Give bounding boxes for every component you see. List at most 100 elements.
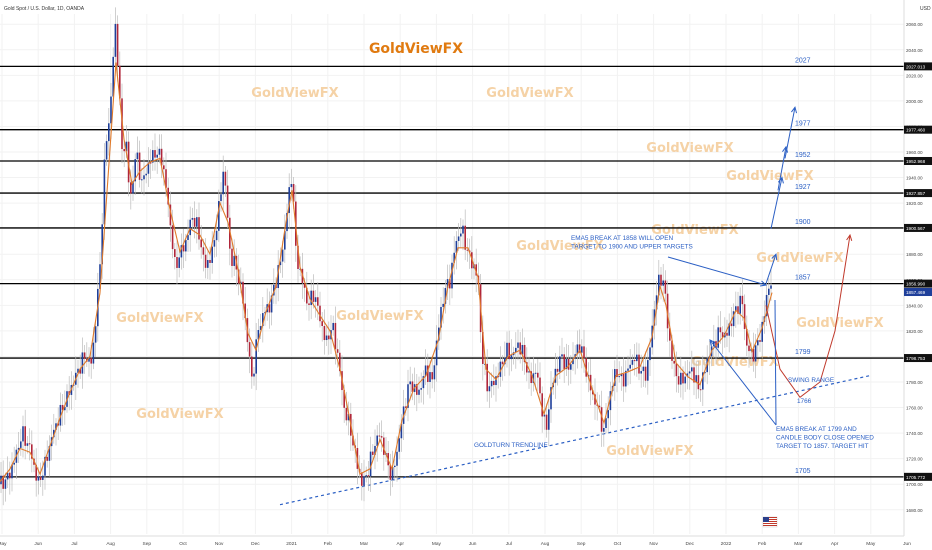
candle-body <box>332 322 334 331</box>
level-tag-text: 2027.013 <box>906 64 926 69</box>
annotation-text: EMA5 BREAK AT 1858 WILL OPEN <box>571 235 674 242</box>
candle-body <box>248 342 251 357</box>
candle-body <box>600 407 603 432</box>
candle-body <box>165 169 167 188</box>
time-tick-label: Jun <box>469 541 477 547</box>
candle-body <box>319 305 321 322</box>
candle-body <box>39 476 42 480</box>
candle-body <box>457 236 460 241</box>
candle-body <box>462 225 464 234</box>
time-tick-label: Sep <box>577 541 586 547</box>
price-tick-label: 2000.00 <box>906 99 923 104</box>
candle-body <box>605 418 607 429</box>
candle-body <box>369 451 372 477</box>
candle-body <box>739 295 741 314</box>
candle-body <box>746 329 748 346</box>
candle-body <box>123 149 125 152</box>
candle-body <box>730 323 733 327</box>
candle-body <box>422 376 425 389</box>
target-arrow <box>765 254 777 284</box>
candle-body <box>218 201 220 231</box>
us-flag-icon-stripe <box>763 525 777 526</box>
candle-body <box>257 330 260 340</box>
level-tag-text: 1952.968 <box>906 159 926 164</box>
candle-body <box>147 162 150 174</box>
candle-body <box>550 387 552 410</box>
candle-body <box>22 426 24 442</box>
currency-label: USD <box>920 6 931 12</box>
candle-body <box>559 356 561 372</box>
candle-body <box>488 386 491 392</box>
candle-body <box>28 443 31 445</box>
candle-body <box>90 357 92 364</box>
candle-body <box>752 348 755 362</box>
price-axis[interactable]: 2060.002040.002020.002000.001980.001960.… <box>903 0 932 550</box>
candle-body <box>596 404 598 406</box>
candle-body <box>314 297 317 302</box>
candle-body <box>317 297 319 306</box>
candle-body <box>754 345 757 362</box>
candle-body <box>770 285 772 289</box>
current-price-tag-bg <box>904 288 932 297</box>
candle-body <box>682 372 684 384</box>
candle-body <box>180 245 183 258</box>
candle-body <box>132 181 134 194</box>
time-tick-label: Oct <box>179 541 187 547</box>
candle-body <box>191 217 194 220</box>
candle-body <box>728 323 730 336</box>
candle-body <box>321 321 323 326</box>
candle-body <box>61 404 64 411</box>
candle-body <box>761 321 763 342</box>
candle-body <box>222 171 224 195</box>
candle-body <box>4 479 7 489</box>
price-tick-label: 1680.00 <box>906 508 923 513</box>
candle-body <box>380 436 383 438</box>
time-tick-label: Jun <box>903 541 911 547</box>
candle-body <box>44 456 46 476</box>
price-axis-bg <box>904 0 932 550</box>
candle-body <box>167 187 169 205</box>
candle-body <box>141 179 143 181</box>
candle-body <box>671 340 673 361</box>
time-tick-label: May <box>432 541 442 547</box>
candle-body <box>539 377 541 394</box>
candle-body <box>277 265 279 289</box>
candle-body <box>530 371 532 384</box>
candle-body <box>495 376 497 386</box>
candle-body <box>653 309 656 326</box>
candle-body <box>677 376 680 385</box>
candle-body <box>64 406 66 411</box>
candle-body <box>328 335 330 340</box>
candle-body <box>451 262 453 289</box>
watermark-text: GoldViewFX <box>606 444 693 459</box>
candle-body <box>31 444 33 459</box>
candle-body <box>160 148 163 166</box>
candle-body <box>174 249 176 258</box>
candle-body <box>556 368 559 372</box>
candle-body <box>768 288 770 295</box>
candle-body <box>658 274 660 296</box>
candle-body <box>528 371 530 373</box>
annotation-text: 1766 <box>797 398 812 405</box>
candle-body <box>697 375 700 390</box>
candle-body <box>521 344 524 355</box>
time-axis[interactable]: May Jun Jul Aug Sep Oct Nov Dec 2021 Feb Mar Apr May… <box>0 516 911 547</box>
candle-body <box>673 360 675 364</box>
candle-body <box>666 293 669 329</box>
candle-body <box>680 372 682 385</box>
candle-body <box>691 367 693 372</box>
candle-body <box>35 464 37 481</box>
candle-body <box>699 389 702 391</box>
candle-body <box>737 306 739 314</box>
target-arrowhead <box>782 145 789 153</box>
candle-body <box>603 428 605 432</box>
candle-body <box>211 246 213 263</box>
price-levels: 2027 1977 1952 1927 1900 1857 1799 1705 <box>0 57 904 478</box>
candle-body <box>435 340 438 366</box>
candle-body <box>669 328 671 341</box>
price-tick-label: 1720.00 <box>906 457 923 462</box>
time-tick-label: Feb <box>758 541 767 547</box>
candle-body <box>347 413 350 421</box>
candle-body <box>26 443 29 446</box>
